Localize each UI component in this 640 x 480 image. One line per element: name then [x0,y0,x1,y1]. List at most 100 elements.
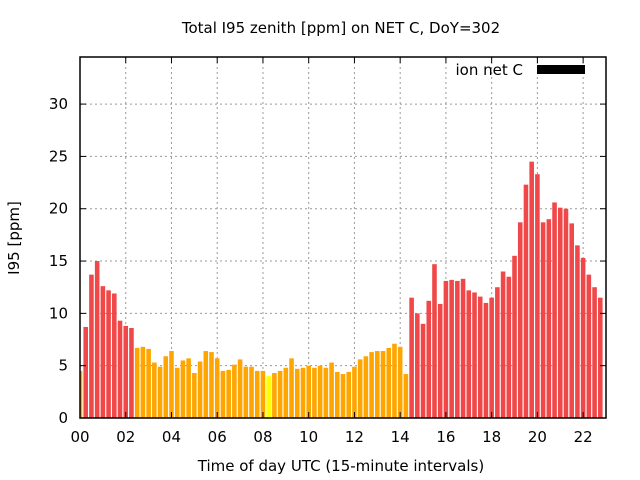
bar [552,202,557,418]
bar [146,348,151,418]
bar [152,362,157,418]
bar [569,223,574,418]
bar [369,352,374,418]
bar [466,290,472,418]
x-axis-label: Time of day UTC (15-minute intervals) [197,457,484,475]
x-tick-label: 02 [116,428,135,446]
bar [117,320,123,418]
bar [112,293,117,418]
x-tick-label: 06 [208,428,227,446]
x-tick-label: 10 [299,428,318,446]
x-tick-label: 18 [482,428,501,446]
bar [169,351,174,418]
legend-swatch [537,65,585,74]
bar [495,287,500,418]
bar [597,297,603,418]
bar [375,351,380,418]
bar [192,373,197,418]
bar [409,297,414,418]
y-tick-label: 20 [49,200,68,218]
bar [357,359,363,418]
bar [535,174,540,418]
x-tick-label: 14 [391,428,410,446]
bar [449,279,454,418]
bar [94,261,100,418]
bar [586,274,592,418]
y-tick-label: 10 [49,304,68,322]
bar [237,359,243,418]
bar [157,366,163,418]
bar [540,222,546,418]
bar [249,366,254,418]
bar [232,364,237,418]
y-tick-label: 30 [49,95,68,113]
bar [203,351,209,418]
bar [352,366,357,418]
bar [340,374,346,418]
bar [472,292,477,418]
bar [186,358,191,418]
bar [220,370,226,418]
bar [214,358,220,418]
bar [197,361,203,418]
x-tick-label: 08 [253,428,272,446]
bar [289,358,294,418]
bar [163,356,169,418]
bar [174,367,180,418]
bar [437,303,443,418]
bar [517,222,523,418]
bar [89,274,94,418]
bar [403,374,409,418]
bar [363,356,369,418]
bar [243,366,249,418]
bar [329,362,334,418]
bar [134,347,140,418]
bar [226,369,231,418]
x-tick-label: 00 [70,428,89,446]
bar [180,360,186,418]
bar [317,365,323,418]
bar [483,302,489,418]
bar [123,325,129,418]
bar [575,245,580,418]
bar [512,255,517,418]
bar [443,280,449,418]
bar [140,346,146,418]
bar [397,346,403,418]
bar [283,367,289,418]
bar [277,370,283,418]
bar [209,352,214,418]
bar [523,184,529,418]
y-tick-label: 25 [49,147,68,165]
bar [529,161,534,418]
bar [557,207,563,418]
bar [460,278,466,418]
y-tick-label: 15 [49,252,68,270]
y-tick-label: 0 [58,409,68,427]
y-tick-label: 5 [58,357,68,375]
bar [546,219,552,418]
bar [392,343,397,418]
y-axis-label: I95 [ppm] [5,201,23,275]
bar [592,287,597,418]
bar [426,300,432,418]
bar [455,280,460,418]
bar [346,371,352,418]
x-tick-label: 12 [345,428,364,446]
x-tick-label: 16 [436,428,455,446]
bar [506,276,512,418]
bar [386,347,392,418]
bar [563,208,569,418]
bar [300,367,306,418]
chart-title: Total I95 zenith [ppm] on NET C, DoY=302 [181,19,500,37]
bar [260,370,266,418]
bar [580,257,586,418]
bar [83,326,89,418]
bar [420,323,426,418]
bar [254,370,260,418]
bar [500,271,506,418]
bar [100,286,106,418]
bar [334,371,340,418]
